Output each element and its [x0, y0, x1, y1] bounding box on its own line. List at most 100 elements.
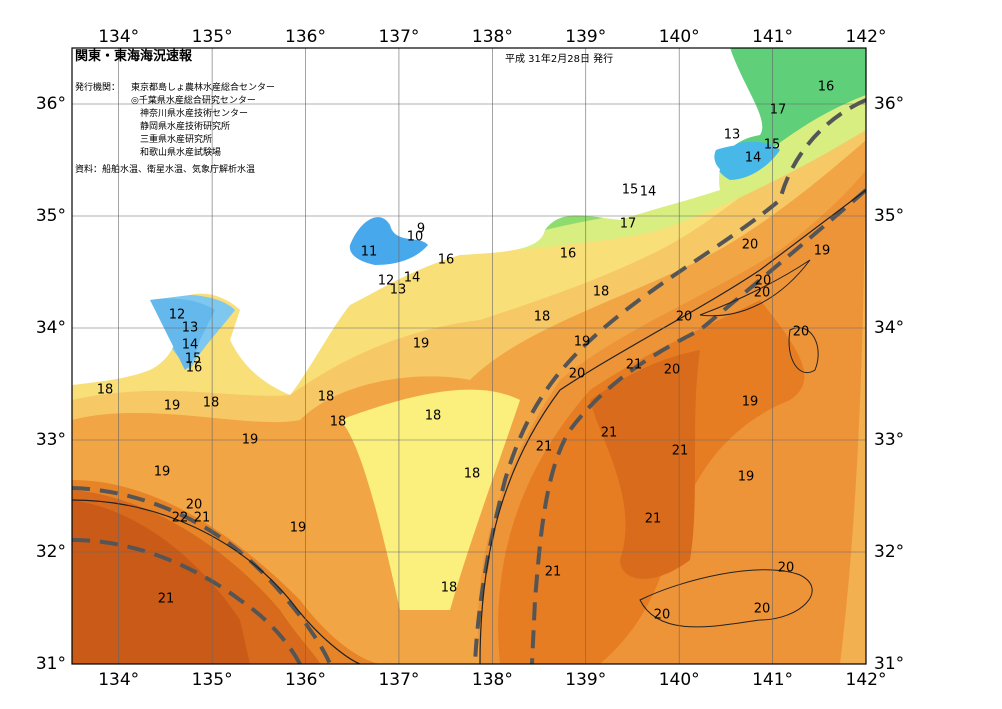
lon-tick-label: 140° — [659, 27, 700, 47]
lon-tick-label: 141° — [752, 27, 793, 47]
lat-tick-label: 35° — [36, 206, 66, 226]
lon-tick-label: 142° — [846, 27, 887, 47]
lat-tick-label: 31° — [874, 654, 904, 674]
contour-label: 14 — [745, 151, 762, 166]
contour-label: 18 — [534, 310, 551, 325]
lat-tick-label: 36° — [36, 94, 66, 114]
lat-tick-label: 34° — [36, 318, 66, 338]
contour-label: 21 — [194, 511, 211, 526]
contour-label: 14 — [640, 185, 657, 200]
lon-tick-label: 136° — [285, 27, 326, 47]
lat-tick-label: 31° — [36, 654, 66, 674]
contour-label: 19 — [242, 433, 259, 448]
contour-label: 14 — [404, 271, 421, 286]
contour-label: 18 — [203, 396, 220, 411]
contour-label: 19 — [413, 337, 430, 352]
lat-tick-label: 33° — [36, 430, 66, 450]
issuer: 静岡県水産技術研究所 — [140, 120, 230, 132]
contour-label: 19 — [574, 335, 591, 350]
lon-tick-label: 139° — [565, 670, 606, 690]
lat-tick-label: 32° — [874, 542, 904, 562]
lon-tick-label: 134° — [98, 670, 139, 690]
lon-tick-label: 141° — [752, 670, 793, 690]
issue-date: 平成 31年2月28日 発行 — [505, 52, 613, 65]
contour-label: 20 — [186, 498, 203, 513]
contour-label: 15 — [764, 138, 781, 153]
contour-label: 21 — [545, 565, 562, 580]
lat-tick-label: 32° — [36, 542, 66, 562]
contour-label: 20 — [755, 274, 772, 289]
lat-tick-label: 35° — [874, 206, 904, 226]
contour-label: 10 — [407, 230, 424, 245]
contour-label: 20 — [778, 561, 795, 576]
contour-label: 19 — [742, 395, 759, 410]
contour-label: 21 — [645, 512, 662, 527]
lon-tick-label: 137° — [378, 670, 419, 690]
lon-tick-label: 142° — [846, 670, 887, 690]
contour-label: 15 — [185, 352, 202, 367]
contour-label: 20 — [793, 325, 810, 340]
lon-tick-label: 134° — [98, 27, 139, 47]
contour-label: 18 — [330, 415, 347, 430]
contour-label: 18 — [441, 581, 458, 596]
contour-label: 20 — [742, 238, 759, 253]
contour-label: 19 — [154, 465, 171, 480]
contour-label: 18 — [318, 390, 335, 405]
contour-label: 16 — [560, 247, 577, 262]
contour-label: 18 — [97, 383, 114, 398]
lat-tick-label: 36° — [874, 94, 904, 114]
issuer: 神奈川県水産技術センター — [140, 107, 248, 119]
issuer: 和歌山県水産試験場 — [140, 146, 221, 158]
contour-label: 15 — [622, 183, 639, 198]
contour-label: 18 — [464, 467, 481, 482]
contour-label: 20 — [754, 286, 771, 301]
contour-label: 13 — [390, 283, 407, 298]
lon-tick-label: 137° — [378, 27, 419, 47]
lon-tick-label: 140° — [659, 670, 700, 690]
contour-label: 13 — [724, 128, 741, 143]
contour-label: 17 — [770, 103, 787, 118]
contour-label: 12 — [169, 308, 186, 323]
contour-label: 16 — [186, 361, 203, 376]
contour-label: 21 — [536, 440, 553, 455]
issuers-label: 発行機関： — [75, 81, 120, 93]
map-frame — [71, 47, 867, 665]
contour-label: 19 — [164, 399, 181, 414]
issuer: 東京都島しょ農林水産総合センター — [131, 81, 275, 93]
lon-tick-label: 138° — [472, 670, 513, 690]
contour-label: 20 — [569, 367, 586, 382]
contour-label: 20 — [754, 602, 771, 617]
contour-label: 18 — [593, 285, 610, 300]
contour-label: 20 — [654, 608, 671, 623]
title: 関東・東海海況速報 — [75, 48, 193, 64]
contour-label: 9 — [417, 222, 425, 237]
map-fill — [72, 48, 866, 664]
contour-label: 21 — [672, 444, 689, 459]
issuer: ◎千葉県水産総合研究センター — [131, 94, 256, 106]
contour-label: 18 — [425, 409, 442, 424]
lon-tick-label: 135° — [192, 27, 233, 47]
contour-label: 21 — [601, 426, 618, 441]
contour-label: 20 — [664, 363, 681, 378]
contour-label: 16 — [818, 80, 835, 95]
contour-label: 19 — [738, 470, 755, 485]
contour-label: 21 — [158, 592, 175, 607]
contour-label: 21 — [626, 358, 643, 373]
contour-label: 19 — [290, 521, 307, 536]
contour-label: 20 — [676, 310, 693, 325]
lon-tick-label: 139° — [565, 27, 606, 47]
lon-tick-label: 135° — [192, 670, 233, 690]
contour-label: 11 — [361, 245, 378, 260]
lat-tick-label: 33° — [874, 430, 904, 450]
lon-tick-label: 136° — [285, 670, 326, 690]
contour-label: 22 — [172, 511, 189, 526]
lat-tick-label: 34° — [874, 318, 904, 338]
contour-label: 13 — [182, 321, 199, 336]
source: 資料：船舶水温、衛星水温、気象庁解析水温 — [75, 163, 255, 175]
issuer: 三重県水産研究所 — [140, 133, 212, 145]
contour-label: 12 — [378, 274, 395, 289]
contour-label: 19 — [814, 244, 831, 259]
lon-tick-label: 138° — [472, 27, 513, 47]
contour-label: 14 — [182, 338, 199, 353]
